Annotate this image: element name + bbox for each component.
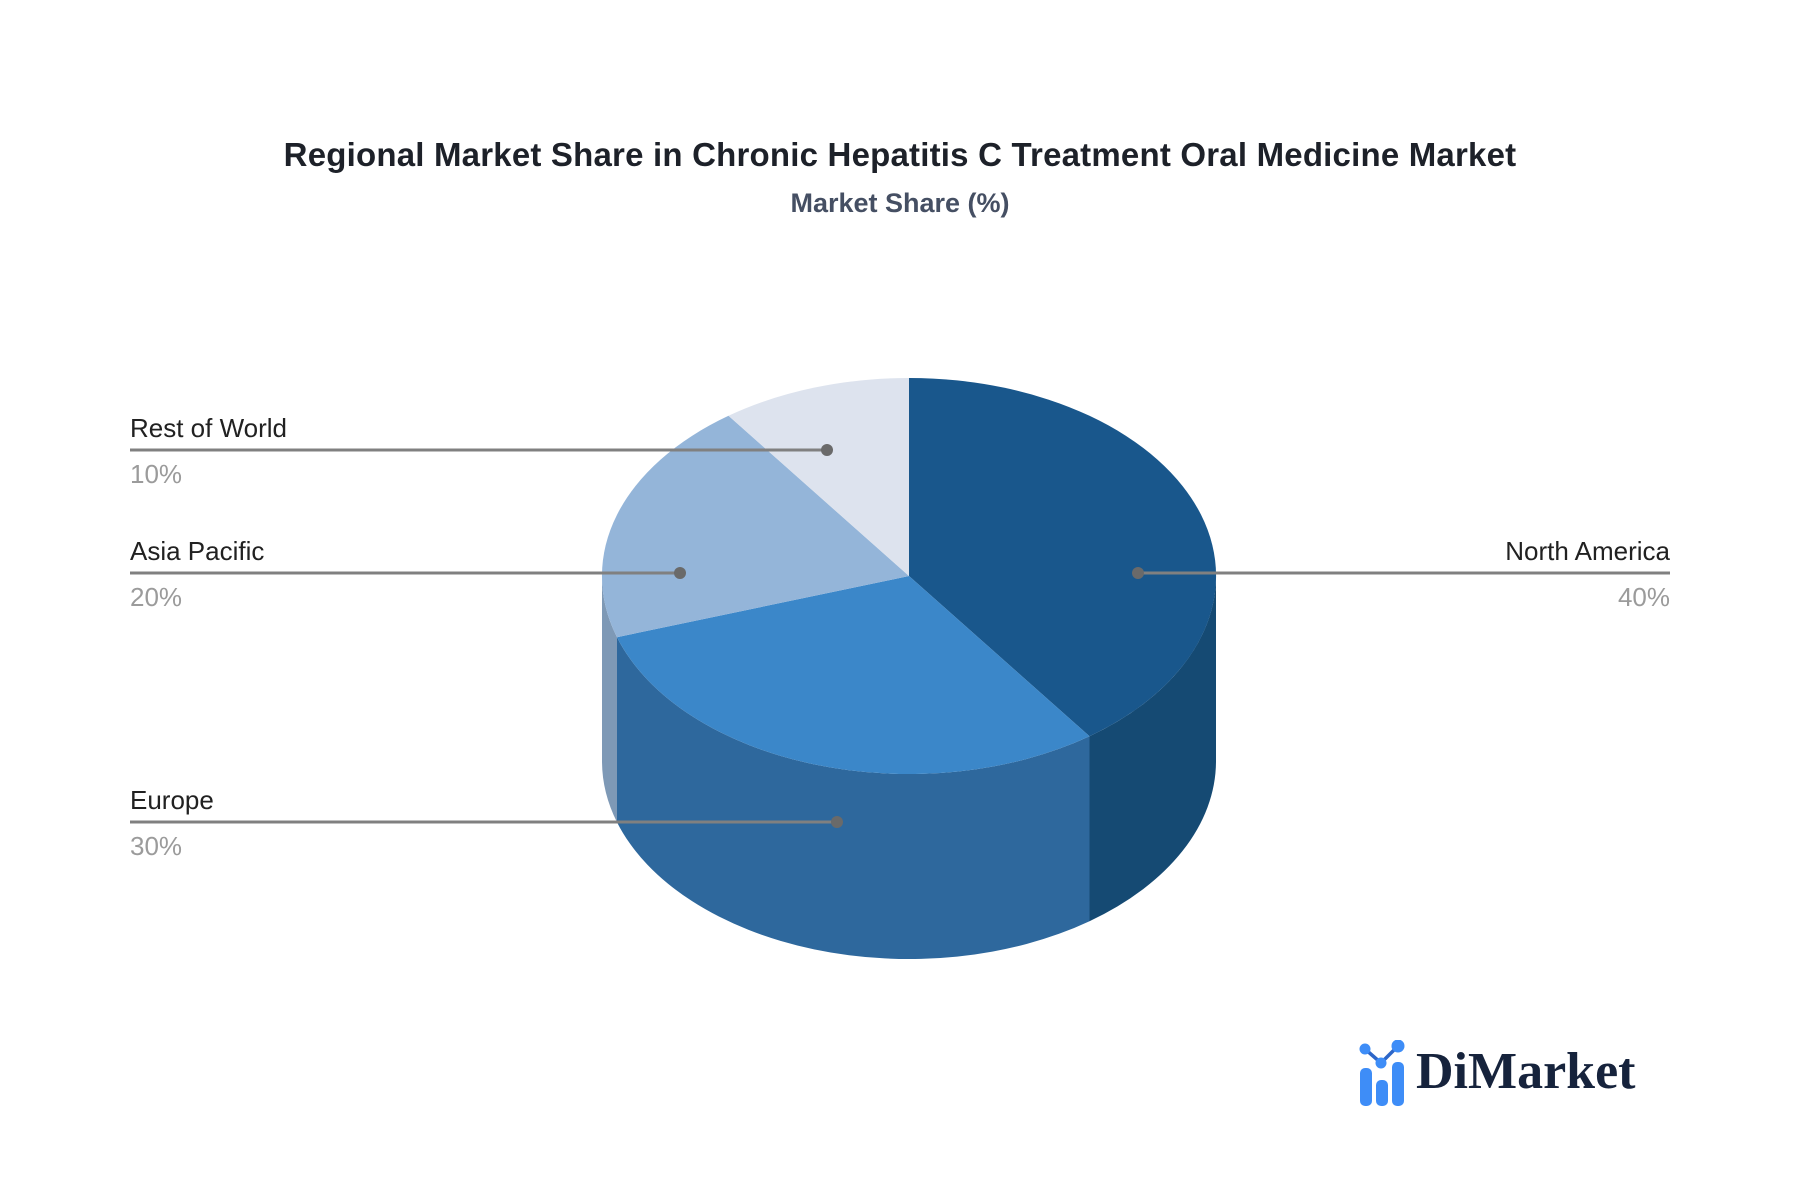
pie-slice-side-north-america (1089, 576, 1216, 922)
leader-dot-north-america (1132, 567, 1144, 579)
slice-value-asia-pacific: 20% (130, 581, 182, 613)
slice-name: Europe (130, 785, 214, 815)
pie-slice-north-america[interactable] (909, 377, 1217, 737)
pie-slice-europe[interactable] (617, 576, 1090, 775)
slice-label-rest-of-world: Rest of World (130, 412, 287, 444)
chart-subtitle: Market Share (%) (790, 188, 1010, 218)
pie-slice-asia-pacific[interactable] (601, 415, 909, 638)
slice-value-rest-of-world: 10% (130, 458, 182, 490)
slice-percent: 20% (130, 582, 183, 612)
slice-name: Asia Pacific (130, 536, 265, 566)
bar-chart-line-logo-icon (1359, 1040, 1405, 1106)
leader-dot-asia-pacific (674, 567, 686, 579)
chart-title: Regional Market Share in Chronic Hepatit… (283, 136, 1517, 173)
slice-value-europe: 30% (130, 830, 182, 862)
brand-logo: DiMarket (1358, 1034, 1698, 1114)
pie-slice-side-europe (617, 637, 1090, 960)
pie-slice-side-asia-pacific (602, 576, 617, 823)
slice-value-north-america: 40% (1618, 581, 1670, 613)
slice-label-asia-pacific: Asia Pacific (130, 535, 264, 567)
pie-slice-rest-of-world[interactable] (728, 378, 910, 576)
leader-dot-rest-of-world (821, 444, 833, 456)
slice-name: North America (1505, 536, 1670, 566)
slice-percent: 40% (1617, 582, 1670, 612)
slice-percent: 10% (130, 459, 183, 489)
slice-label-europe: Europe (130, 784, 214, 816)
leader-dot-europe (831, 816, 843, 828)
slice-label-north-america: North America (1505, 535, 1670, 567)
slice-name: Rest of World (130, 413, 288, 443)
slice-percent: 30% (130, 831, 183, 861)
brand-name: DiMarket (1416, 1043, 1636, 1100)
